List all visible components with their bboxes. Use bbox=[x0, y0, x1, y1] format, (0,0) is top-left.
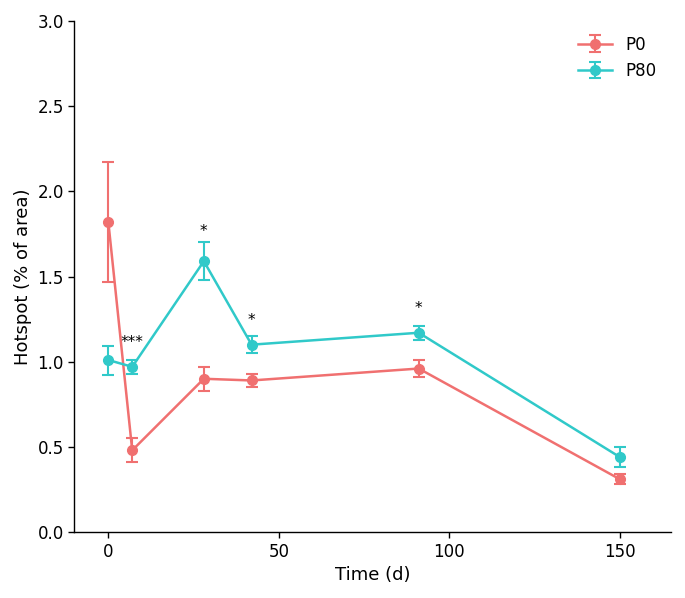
Text: ***: *** bbox=[121, 335, 144, 350]
Text: *: * bbox=[200, 224, 208, 239]
Text: *: * bbox=[248, 313, 256, 328]
Y-axis label: Hotspot (% of area): Hotspot (% of area) bbox=[14, 188, 32, 365]
X-axis label: Time (d): Time (d) bbox=[335, 566, 410, 584]
Text: *: * bbox=[415, 301, 423, 316]
Legend: P0, P80: P0, P80 bbox=[572, 29, 663, 87]
